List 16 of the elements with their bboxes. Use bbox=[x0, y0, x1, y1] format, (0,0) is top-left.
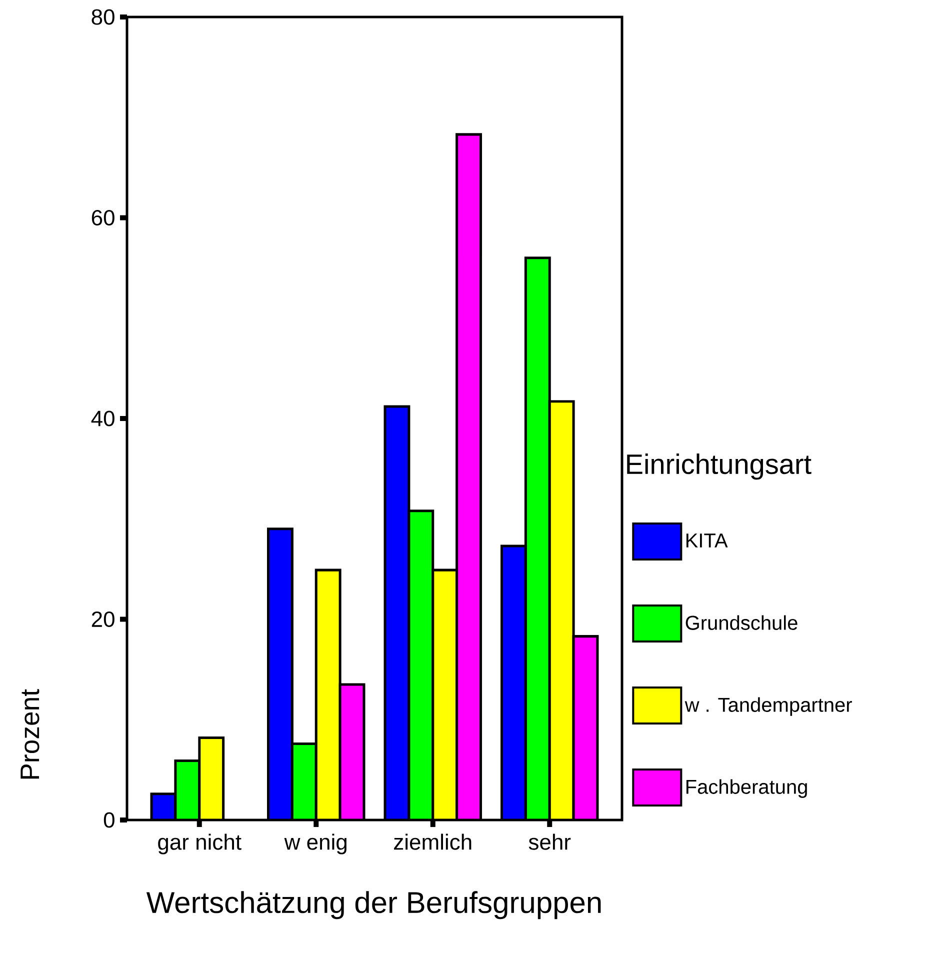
legend-label: w . Tandempartner bbox=[684, 697, 852, 716]
x-axis-title: Wertschätzung der Berufsgruppen bbox=[146, 891, 601, 920]
y-tick-label: 40 bbox=[91, 410, 114, 426]
legend-label: Grundschule bbox=[686, 615, 798, 630]
y-tick-label: 60 bbox=[92, 210, 114, 226]
x-tick-label: sehr bbox=[528, 834, 571, 850]
y-axis-title: Prozent bbox=[20, 689, 40, 779]
y-tick-label: 20 bbox=[92, 611, 114, 628]
y-tick-label: 0 bbox=[104, 812, 114, 828]
legend-label: Fachberatung bbox=[686, 779, 807, 798]
y-tick-label: 80 bbox=[92, 9, 114, 25]
legend-title: Einrichtungsart bbox=[627, 454, 812, 480]
x-tick-label: ziemlich bbox=[394, 834, 472, 850]
x-tick-label: gar nicht bbox=[158, 834, 242, 854]
legend-label: KITA bbox=[686, 534, 728, 548]
x-tick-label: w enig bbox=[284, 834, 346, 854]
